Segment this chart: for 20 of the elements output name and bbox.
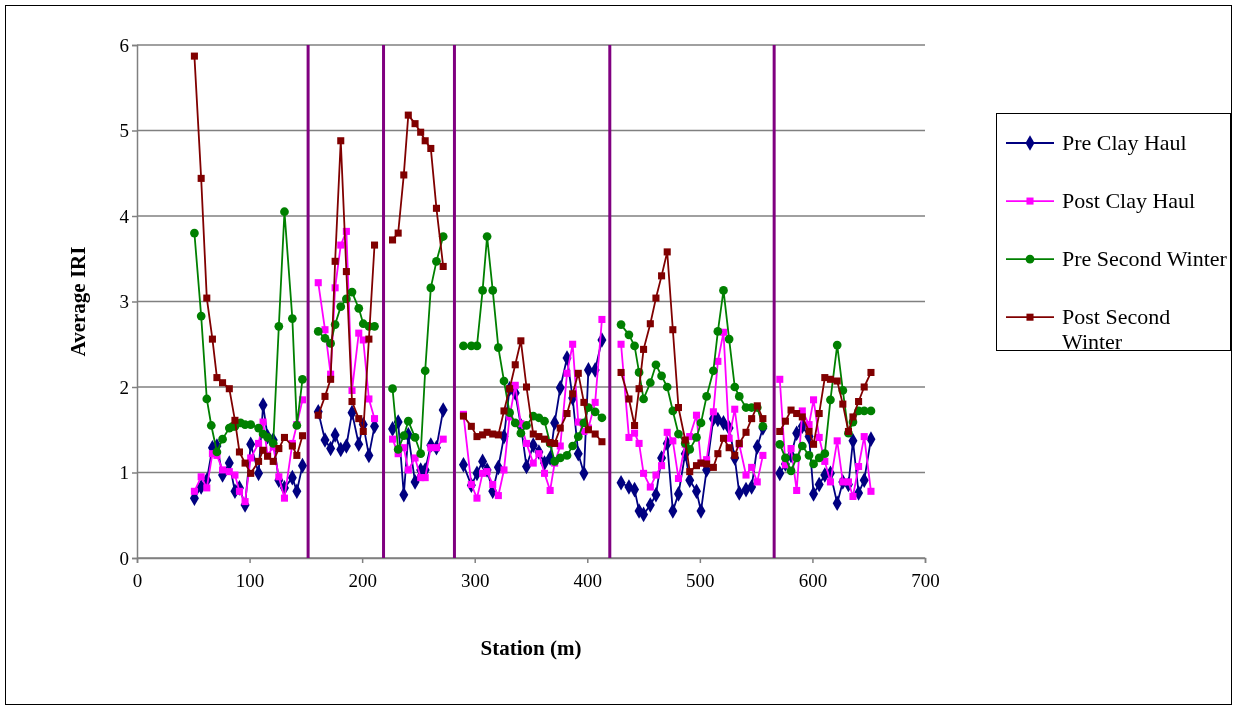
x-axis-title: Station (m) <box>480 636 582 660</box>
legend-label: Pre Second Winter <box>1062 246 1228 272</box>
x-tick-label: 100 <box>235 569 265 591</box>
y-tick-label: 5 <box>119 120 129 142</box>
x-tick-label: 600 <box>798 569 828 591</box>
y-tick-label: 3 <box>119 291 129 313</box>
x-tick-label: 700 <box>911 569 940 591</box>
x-tick-label: 500 <box>686 569 715 591</box>
legend-label: Pre Clay Haul <box>1062 130 1187 155</box>
x-tick-label: 300 <box>460 569 490 591</box>
x-tick-label: 200 <box>348 569 377 591</box>
y-tick-label: 6 <box>119 34 129 56</box>
legend-label: Post Second Winter <box>1062 304 1171 355</box>
x-tick-label: 400 <box>573 569 603 591</box>
y-tick-label: 1 <box>119 462 129 484</box>
y-tick-label: 0 <box>119 547 129 569</box>
legend-label: Post Clay Haul <box>1062 188 1196 214</box>
y-axis-title: Average IRI <box>66 246 90 357</box>
y-tick-label: 4 <box>119 205 130 227</box>
y-tick-label: 2 <box>119 376 129 398</box>
